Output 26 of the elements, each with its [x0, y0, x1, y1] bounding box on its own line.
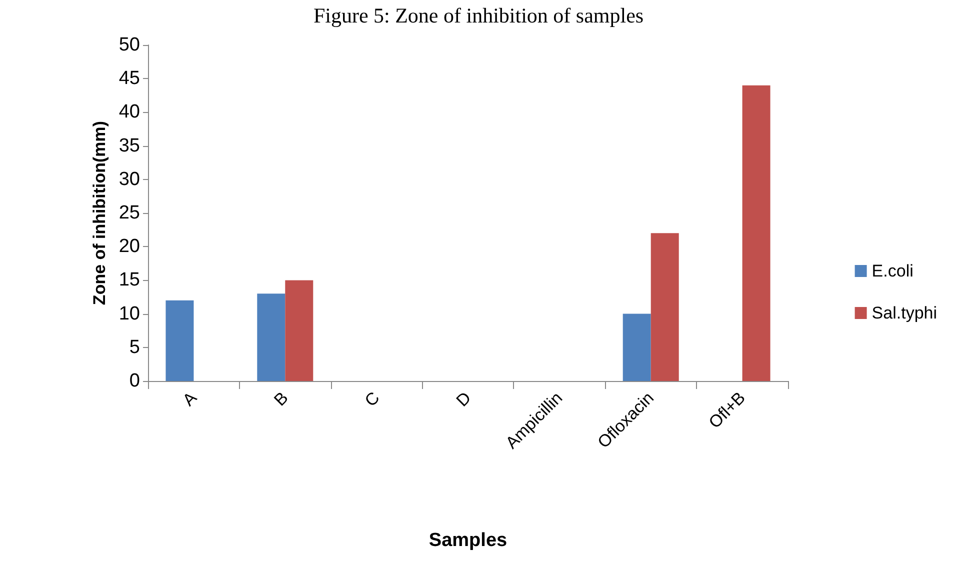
y-tick-label: 50 — [118, 34, 140, 56]
x-tick-label: A — [178, 388, 201, 410]
y-tick-label: 25 — [118, 202, 140, 224]
bar — [166, 300, 194, 381]
bar — [285, 280, 314, 381]
legend-label: E.coli — [872, 262, 914, 280]
chart-title: Figure 5: Zone of inhibition of samples — [313, 4, 644, 28]
y-tick-label: 35 — [118, 135, 140, 156]
y-tick-label: 20 — [118, 236, 140, 258]
y-axis-title: Zone of inhibition(mm) — [90, 120, 109, 306]
legend-label: Sal.typhi — [872, 304, 937, 322]
y-tick-label: 40 — [118, 102, 140, 123]
y-tick-label: 45 — [118, 68, 140, 90]
y-tick-label: 10 — [118, 303, 140, 324]
bar — [257, 294, 286, 381]
x-tick-label: B — [270, 388, 292, 410]
y-tick-label: 0 — [129, 370, 140, 392]
bar — [742, 85, 770, 381]
x-tick-label: C — [361, 388, 384, 410]
y-tick-label: 30 — [118, 168, 140, 190]
y-tick-label: 5 — [129, 336, 140, 358]
bar — [622, 314, 651, 381]
bar — [650, 233, 679, 381]
y-tick-label: 15 — [118, 270, 140, 291]
x-axis-title: Samples — [428, 530, 508, 551]
x-tick-label: D — [452, 388, 475, 410]
